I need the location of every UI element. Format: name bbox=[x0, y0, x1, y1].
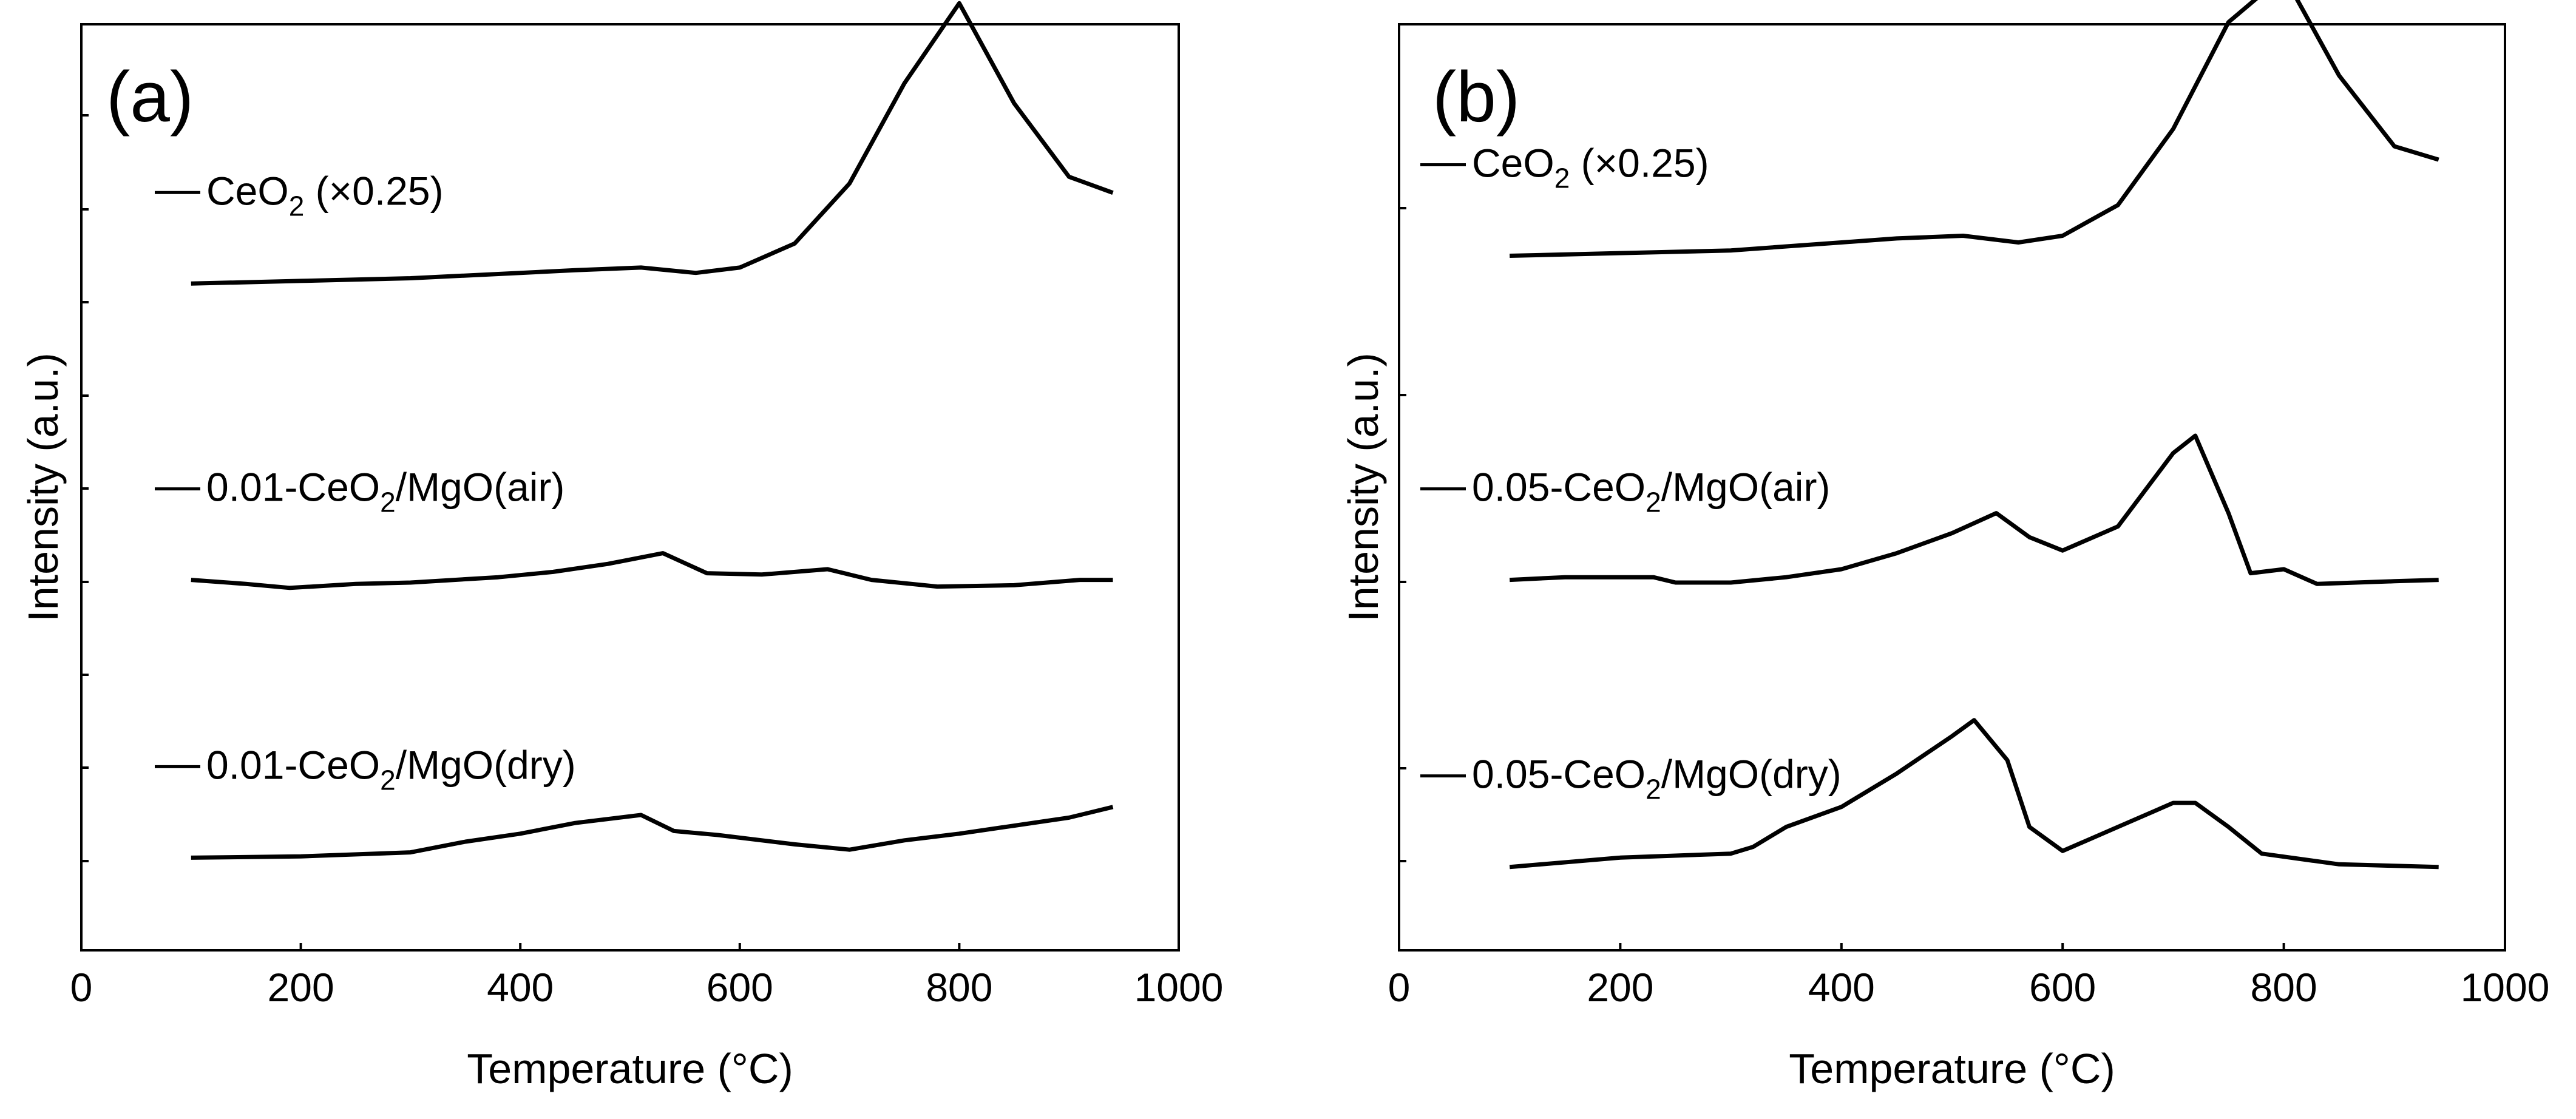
series-label-rest: /MgO(air) bbox=[1661, 465, 1831, 510]
x-tick-label: 0 bbox=[70, 965, 93, 1010]
x-ticks-a: 0 200 400 600 800 1000 bbox=[70, 943, 1224, 1010]
series-label: 0.01-CeO2/MgO(dry) bbox=[206, 742, 576, 796]
series-label: 0.05-CeO2/MgO(dry) bbox=[1472, 752, 1842, 805]
x-axis-title-b: Temperature (°C) bbox=[1789, 1045, 2115, 1092]
series-line-1 bbox=[191, 551, 1113, 590]
series-group-a: CeO2 (×0.25)0.01-CeO2/MgO(air)0.01-CeO2/… bbox=[155, 1, 1114, 860]
series-label: 0.01-CeO2/MgO(air) bbox=[206, 465, 564, 518]
series-group-b: CeO2 (×0.25)0.05-CeO2/MgO(air)0.05-CeO2/… bbox=[1420, 0, 2439, 870]
x-tick-label: 800 bbox=[2251, 965, 2317, 1010]
panel-label-b: (b) bbox=[1432, 57, 1520, 137]
y-axis-title-a: Intensity (a.u.) bbox=[19, 353, 67, 622]
x-tick-label: 600 bbox=[707, 965, 773, 1010]
series-label-rest: (×0.25) bbox=[1570, 141, 1709, 186]
series-label-main: 0.01-CeO bbox=[206, 742, 380, 787]
series-line-1 bbox=[1510, 433, 2439, 586]
x-tick-label: 1000 bbox=[2461, 965, 2550, 1010]
x-tick-label: 600 bbox=[2029, 965, 2096, 1010]
series-label-rest: /MgO(dry) bbox=[1661, 752, 1842, 797]
series-label: CeO2 (×0.25) bbox=[1472, 141, 1709, 194]
series-label-subscript: 2 bbox=[380, 487, 396, 518]
series-label-main: CeO bbox=[206, 168, 289, 213]
series-label: CeO2 (×0.25) bbox=[206, 168, 444, 221]
x-tick-label: 1000 bbox=[1134, 965, 1224, 1010]
series-label-rest: (×0.25) bbox=[304, 168, 443, 213]
series-line-2 bbox=[1509, 718, 2439, 870]
panel-b: (b) 0 200 400 600 800 1000 Temperature (°C) I… bbox=[1340, 0, 2549, 1092]
x-tick-label: 400 bbox=[1808, 965, 1875, 1010]
series-label-main: 0.05-CeO bbox=[1472, 752, 1646, 797]
series-label-subscript: 2 bbox=[380, 764, 396, 796]
plot-frame-b bbox=[1398, 23, 2506, 952]
panel-label-a: (a) bbox=[106, 57, 194, 137]
series-label-subscript: 2 bbox=[1554, 163, 1570, 194]
series-line-0 bbox=[191, 1, 1114, 286]
series-label-rest: /MgO(air) bbox=[396, 465, 565, 510]
y-ticks-b bbox=[1399, 207, 1406, 862]
y-ticks-a bbox=[81, 114, 89, 862]
x-tick-label: 400 bbox=[487, 965, 554, 1010]
panel-a: (a) 0 200 400 600 800 1000 Temperature (°C) I… bbox=[19, 1, 1224, 1092]
series-label-subscript: 2 bbox=[1646, 487, 1661, 518]
series-line-0 bbox=[1510, 0, 2439, 258]
x-axis-title-a: Temperature (°C) bbox=[467, 1045, 793, 1092]
series-label-subscript: 2 bbox=[1646, 774, 1661, 805]
series-label-main: CeO bbox=[1472, 141, 1554, 186]
y-axis-title-b: Intensity (a.u.) bbox=[1340, 353, 1387, 622]
series-line-2 bbox=[191, 805, 1114, 860]
x-tick-label: 800 bbox=[926, 965, 992, 1010]
series-label-main: 0.05-CeO bbox=[1472, 465, 1646, 510]
series-label: 0.05-CeO2/MgO(air) bbox=[1472, 465, 1830, 518]
x-tick-label: 200 bbox=[268, 965, 334, 1010]
x-ticks-b: 0 200 400 600 800 1000 bbox=[1388, 943, 2550, 1010]
series-label-rest: /MgO(dry) bbox=[396, 742, 576, 787]
series-label-main: 0.01-CeO bbox=[206, 465, 380, 510]
series-label-subscript: 2 bbox=[289, 190, 305, 221]
x-tick-label: 200 bbox=[1587, 965, 1653, 1010]
x-tick-label: 0 bbox=[1388, 965, 1411, 1010]
